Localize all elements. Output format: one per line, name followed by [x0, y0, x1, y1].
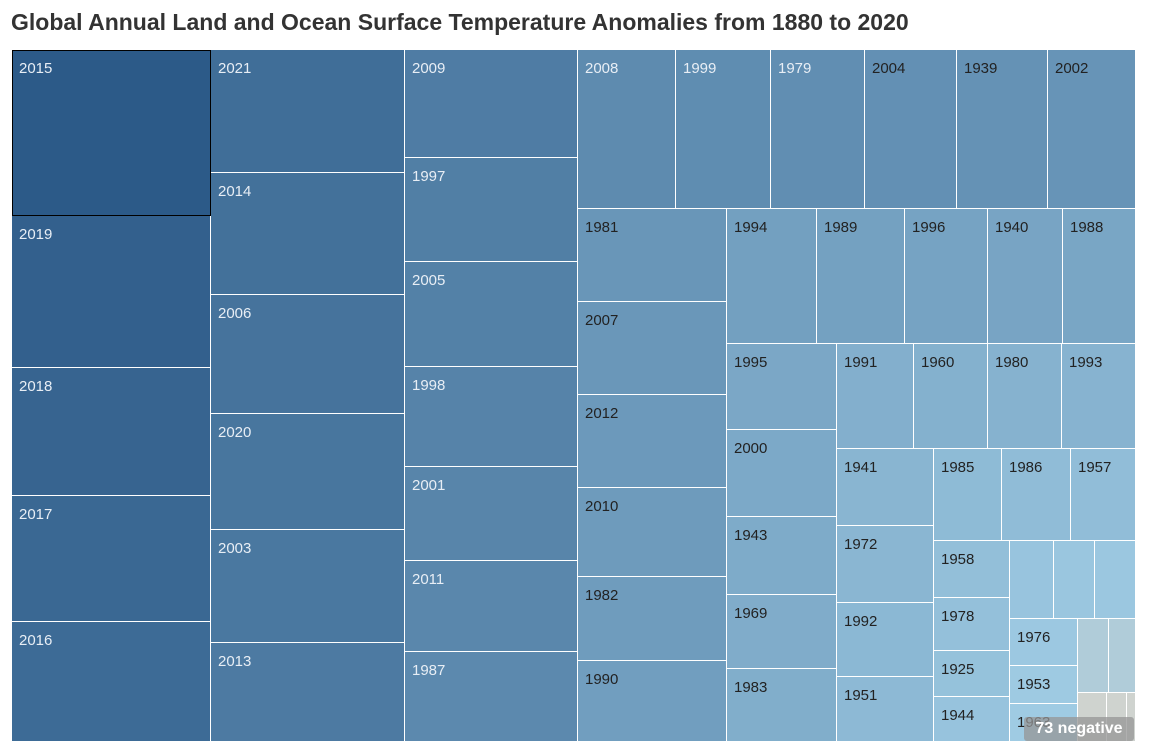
- treemap-cell[interactable]: 2009: [405, 50, 578, 158]
- treemap-cell[interactable]: 2011: [405, 561, 578, 652]
- treemap-cell[interactable]: 1986: [1002, 449, 1071, 541]
- treemap-cell[interactable]: 1988: [1063, 209, 1136, 344]
- treemap-cell[interactable]: 1981: [578, 209, 727, 302]
- treemap-cell[interactable]: 2004: [865, 50, 957, 209]
- treemap-cell[interactable]: [1109, 619, 1136, 693]
- negative-count-badge[interactable]: 73 negative: [1024, 717, 1134, 741]
- treemap-cell[interactable]: 1989: [817, 209, 905, 344]
- treemap-cell[interactable]: 2000: [727, 430, 837, 517]
- treemap-cell[interactable]: 1999: [676, 50, 771, 209]
- chart-title: Global Annual Land and Ocean Surface Tem…: [11, 9, 909, 35]
- treemap-cell[interactable]: 2010: [578, 488, 727, 577]
- treemap-cell[interactable]: 1996: [905, 209, 988, 344]
- treemap-cell[interactable]: 2002: [1048, 50, 1136, 209]
- treemap-cell[interactable]: 2018: [12, 368, 211, 496]
- treemap-cell[interactable]: 1960: [914, 344, 988, 449]
- treemap-cell[interactable]: 1939: [957, 50, 1048, 209]
- treemap-cell[interactable]: 1980: [988, 344, 1062, 449]
- treemap-cell[interactable]: 1940: [988, 209, 1063, 344]
- treemap-cell[interactable]: 1991: [837, 344, 914, 449]
- treemap-cell[interactable]: 1982: [578, 577, 727, 661]
- treemap-cell[interactable]: 1944: [934, 697, 1010, 742]
- treemap-cell[interactable]: 2001: [405, 467, 578, 561]
- treemap-cell[interactable]: [1078, 619, 1109, 693]
- treemap-cell[interactable]: 2012: [578, 395, 727, 488]
- treemap-cell[interactable]: 1990: [578, 661, 727, 742]
- treemap-cell[interactable]: 1995: [727, 344, 837, 430]
- treemap-cell[interactable]: 2007: [578, 302, 727, 395]
- treemap-cell[interactable]: 1943: [727, 517, 837, 595]
- treemap-cell[interactable]: [1010, 541, 1054, 619]
- treemap-cell[interactable]: 1979: [771, 50, 865, 209]
- treemap-cell[interactable]: 2017: [12, 496, 211, 622]
- treemap-cell[interactable]: 1941: [837, 449, 934, 526]
- treemap-cell[interactable]: 1969: [727, 595, 837, 669]
- treemap-cell[interactable]: 1983: [727, 669, 837, 742]
- treemap-cell[interactable]: 1958: [934, 541, 1010, 598]
- treemap-cell[interactable]: 1978: [934, 598, 1010, 651]
- treemap-cell[interactable]: 2016: [12, 622, 211, 742]
- treemap-cell[interactable]: 1972: [837, 526, 934, 603]
- treemap-cell[interactable]: 1951: [837, 677, 934, 742]
- treemap-cell[interactable]: 1985: [934, 449, 1002, 541]
- treemap-cell[interactable]: 1987: [405, 652, 578, 742]
- treemap-cell[interactable]: 1953: [1010, 666, 1078, 704]
- treemap-cell[interactable]: 1994: [727, 209, 817, 344]
- treemap-cell[interactable]: 2021: [211, 50, 405, 173]
- treemap-cell[interactable]: 1976: [1010, 619, 1078, 666]
- treemap-cell[interactable]: 1957: [1071, 449, 1136, 541]
- treemap-cell[interactable]: 1925: [934, 651, 1010, 697]
- treemap-cell[interactable]: 2008: [578, 50, 676, 209]
- treemap-cell[interactable]: [1095, 541, 1136, 619]
- treemap-cell[interactable]: 2003: [211, 530, 405, 643]
- treemap-cell[interactable]: 1997: [405, 158, 578, 262]
- treemap-cell[interactable]: 2006: [211, 295, 405, 414]
- treemap-cell[interactable]: 2020: [211, 414, 405, 530]
- treemap-cell[interactable]: 1992: [837, 603, 934, 677]
- treemap-cell[interactable]: 2013: [211, 643, 405, 742]
- treemap-cell[interactable]: 2015: [12, 50, 211, 216]
- treemap-cell[interactable]: 2014: [211, 173, 405, 295]
- treemap-cell[interactable]: 2019: [12, 216, 211, 368]
- treemap-cell[interactable]: [1054, 541, 1095, 619]
- treemap-cell[interactable]: 1993: [1062, 344, 1136, 449]
- treemap-cell[interactable]: 1998: [405, 367, 578, 467]
- treemap-cell[interactable]: 2005: [405, 262, 578, 367]
